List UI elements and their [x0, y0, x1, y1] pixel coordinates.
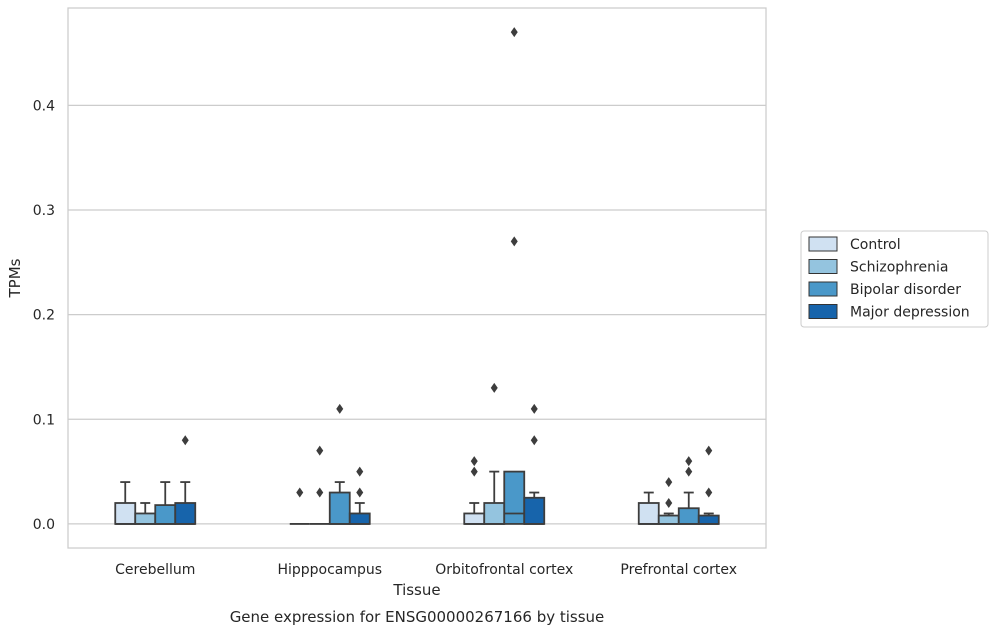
- box: [114, 502, 137, 525]
- outlier-point: [705, 487, 713, 498]
- box: [174, 502, 197, 525]
- box-plot: [154, 481, 177, 525]
- box-groups: [114, 27, 720, 525]
- box: [523, 496, 546, 525]
- category-group: [637, 445, 720, 525]
- box-plot: [677, 456, 700, 525]
- grid-lines: [68, 104, 766, 525]
- legend-swatch: [808, 259, 838, 274]
- box: [463, 512, 486, 525]
- box: [697, 514, 720, 525]
- legend-swatch: [808, 304, 838, 319]
- outlier-point: [336, 403, 344, 414]
- outlier-point: [510, 27, 518, 38]
- outlier-point: [356, 487, 364, 498]
- box-plot: [348, 466, 371, 525]
- category-group: [114, 435, 197, 525]
- box: [657, 514, 680, 525]
- y-tick-label: 0.4: [33, 98, 55, 114]
- box-plot: [174, 435, 197, 525]
- box-plot: [134, 502, 157, 525]
- category-group: [463, 27, 546, 525]
- category-group: [289, 403, 371, 525]
- outlier-point: [316, 445, 324, 456]
- x-tick-label: Prefrontal cortex: [620, 562, 737, 578]
- legend-swatch: [808, 281, 838, 297]
- outlier-point: [530, 403, 538, 414]
- box-plot: [289, 487, 310, 525]
- legend-item: Major depression: [808, 304, 970, 321]
- outlier-point: [530, 435, 538, 446]
- legend-item: Control: [808, 236, 901, 253]
- y-tick-label: 0.3: [33, 203, 55, 219]
- x-tick-labels: Cerebellum Hipppocampus Orbitofrontal cort…: [115, 562, 737, 578]
- box: [154, 504, 177, 525]
- legend-label: Major depression: [850, 305, 970, 321]
- x-tick-label: Hipppocampus: [277, 562, 382, 578]
- outlier-point: [665, 477, 673, 488]
- box-plot: [637, 491, 660, 525]
- box-plot: [309, 445, 330, 525]
- box: [677, 507, 700, 525]
- outlier-point: [316, 487, 324, 498]
- legend-label: Bipolar disorder: [850, 282, 961, 298]
- legend-label: Schizophrenia: [850, 260, 948, 276]
- box-plot: [503, 27, 526, 525]
- box-plot: [523, 403, 546, 525]
- legend: Control Schizophrenia Bipolar disorder Majo…: [800, 230, 989, 328]
- outlier-point: [470, 456, 478, 467]
- outlier-point: [181, 435, 189, 446]
- box: [483, 502, 506, 525]
- legend-item: Schizophrenia: [808, 259, 948, 276]
- y-tick-label: 0.0: [33, 517, 55, 533]
- outlier-point: [470, 466, 478, 477]
- x-tick-label: Orbitofrontal cortex: [435, 562, 573, 578]
- box: [328, 491, 351, 525]
- outlier-point: [685, 456, 693, 467]
- legend-label: Control: [850, 237, 901, 253]
- box: [503, 470, 526, 525]
- y-tick-label: 0.2: [33, 308, 55, 324]
- outlier-point: [705, 445, 713, 456]
- outlier-point: [490, 382, 498, 393]
- box-plot: [697, 445, 720, 525]
- legend-item: Bipolar disorder: [808, 281, 961, 298]
- box-plot: [657, 477, 680, 525]
- box-plot: [463, 456, 486, 525]
- outlier-point: [356, 466, 364, 477]
- legend-swatch: [808, 236, 838, 252]
- box: [637, 502, 660, 525]
- x-axis-label: Tissue: [392, 581, 440, 599]
- y-axis-label: TPMs: [6, 258, 24, 298]
- y-tick-label: 0.1: [33, 412, 55, 428]
- box: [348, 512, 371, 525]
- y-tick-labels: 0.0 0.1 0.2 0.3 0.4: [33, 98, 55, 533]
- box-plot: [483, 382, 506, 525]
- x-tick-label: Cerebellum: [115, 562, 195, 578]
- outlier-point: [685, 466, 693, 477]
- legend-frame: [800, 230, 989, 328]
- box-plot: [328, 403, 351, 525]
- plot-frame: [67, 7, 767, 549]
- chart-caption: Gene expression for ENSG00000267166 by t…: [230, 608, 605, 626]
- outlier-point: [296, 487, 304, 498]
- outlier-point: [665, 498, 673, 508]
- outlier-point: [510, 236, 518, 247]
- box: [134, 512, 157, 525]
- box-plot: [114, 481, 137, 525]
